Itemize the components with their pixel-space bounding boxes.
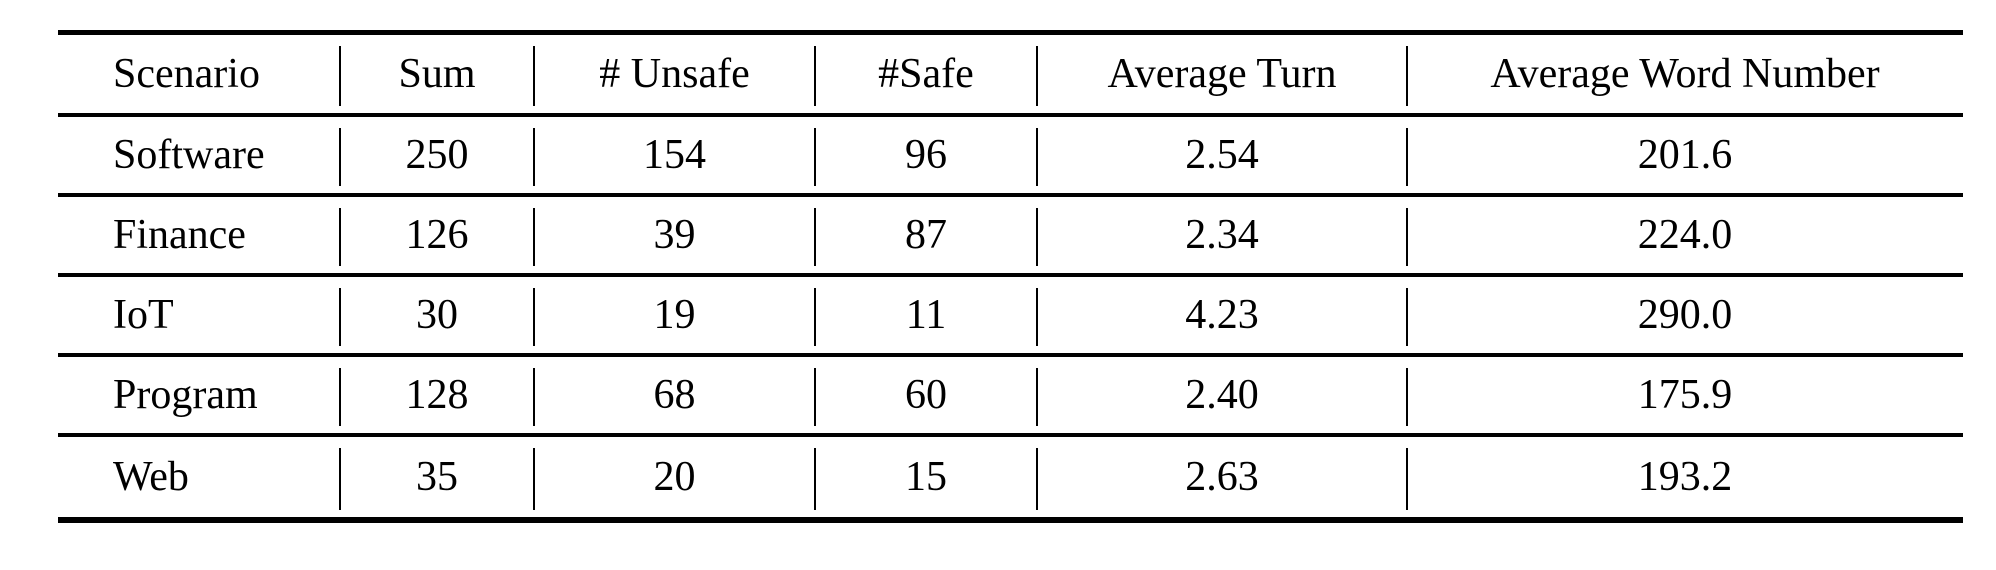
cell-unsafe: 19 [533, 277, 815, 353]
cell-safe: 60 [814, 357, 1037, 433]
table-header-row: Scenario Sum # Unsafe #Safe Average Turn… [58, 35, 1963, 117]
cell-unsafe: 20 [533, 437, 815, 517]
column-header-scenario: Scenario [113, 51, 260, 97]
cell-safe: 96 [814, 117, 1037, 193]
cell-safe: 87 [814, 197, 1037, 273]
cell-average-turn: 2.40 [1036, 357, 1407, 433]
cell-average-word-number: 175.9 [1406, 357, 1963, 433]
cell-unsafe: 68 [533, 357, 815, 433]
cell-sum: 128 [339, 357, 534, 433]
table-row-program: Program 128 68 60 2.40 175.9 [58, 357, 1963, 437]
column-header-sum: Sum [339, 35, 534, 113]
cell-average-word-number: 290.0 [1406, 277, 1963, 353]
cell-safe: 15 [814, 437, 1037, 517]
column-header-safe: #Safe [814, 35, 1037, 113]
cell-scenario: Software [113, 132, 265, 178]
cell-average-word-number: 193.2 [1406, 437, 1963, 517]
column-header-average-word-number: Average Word Number [1406, 35, 1963, 113]
table-row-iot: IoT 30 19 11 4.23 290.0 [58, 277, 1963, 357]
cell-average-turn: 2.34 [1036, 197, 1407, 273]
cell-unsafe: 154 [533, 117, 815, 193]
cell-sum: 250 [339, 117, 534, 193]
cell-scenario: Finance [113, 212, 246, 258]
cell-sum: 30 [339, 277, 534, 353]
column-header-average-turn: Average Turn [1036, 35, 1407, 113]
table-row-software: Software 250 154 96 2.54 201.6 [58, 117, 1963, 197]
cell-safe: 11 [814, 277, 1037, 353]
table-row-finance: Finance 126 39 87 2.34 224.0 [58, 197, 1963, 277]
cell-sum: 35 [339, 437, 534, 517]
cell-average-turn: 4.23 [1036, 277, 1407, 353]
cell-scenario: Program [113, 372, 258, 418]
cell-unsafe: 39 [533, 197, 815, 273]
table-row-web: Web 35 20 15 2.63 193.2 [58, 437, 1963, 517]
cell-average-turn: 2.63 [1036, 437, 1407, 517]
cell-sum: 126 [339, 197, 534, 273]
cell-average-turn: 2.54 [1036, 117, 1407, 193]
scenario-statistics-table: Scenario Sum # Unsafe #Safe Average Turn… [58, 30, 1963, 523]
cell-scenario: IoT [113, 292, 174, 338]
cell-average-word-number: 201.6 [1406, 117, 1963, 193]
column-header-unsafe: # Unsafe [533, 35, 815, 113]
cell-average-word-number: 224.0 [1406, 197, 1963, 273]
cell-scenario: Web [113, 454, 189, 500]
